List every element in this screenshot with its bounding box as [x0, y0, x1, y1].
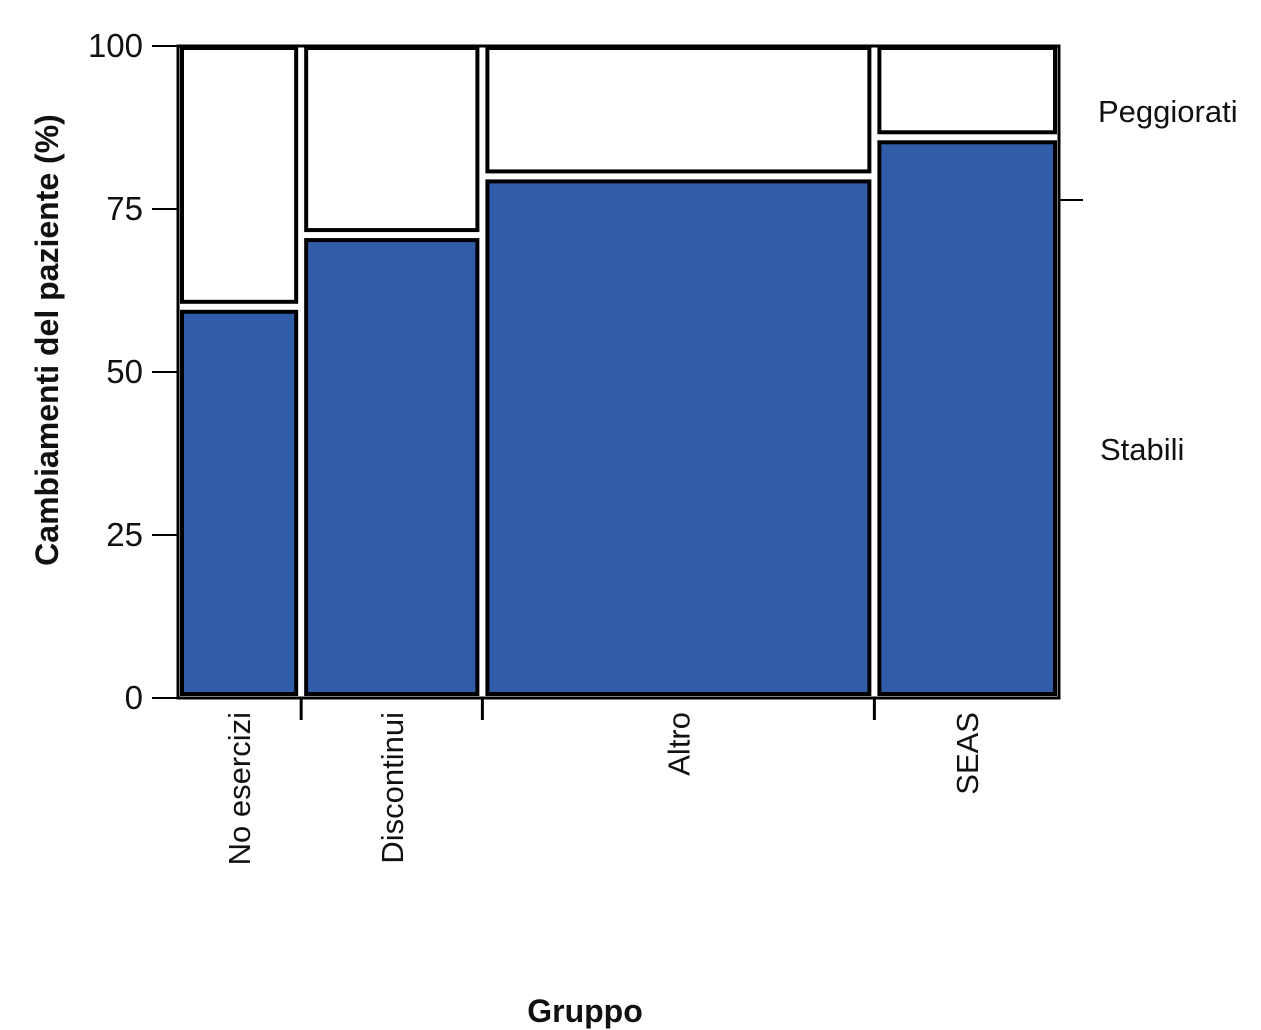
tile-peggiorati-discontinui: [304, 46, 480, 233]
y-axis: 0 25 50 75 100: [88, 27, 178, 716]
y-tick-label: 50: [106, 353, 143, 390]
y-tick-label: 100: [88, 27, 143, 64]
mosaic-tiles: [176, 44, 1061, 700]
tile-stabili-altro: [485, 179, 872, 696]
x-tick-label: No esercizi: [222, 712, 257, 865]
legend-label-peggiorati: Peggiorati: [1098, 94, 1238, 129]
x-axis-title: Gruppo: [527, 993, 643, 1029]
tile-stabili-seas: [877, 140, 1057, 696]
tile-stabili-no-esercizi: [180, 309, 299, 696]
y-axis-title: Cambiamenti del paziente (%): [29, 114, 65, 566]
x-tick-label: SEAS: [950, 712, 985, 795]
tile-peggiorati-seas: [877, 46, 1057, 135]
tile-stabili-discontinui: [304, 238, 480, 697]
legend-label-stabili: Stabili: [1100, 432, 1184, 467]
tile-peggiorati-altro: [485, 46, 872, 174]
x-tick-label: Altro: [661, 712, 696, 776]
y-tick-label: 0: [125, 679, 143, 716]
x-axis: No esercizi Discontinui Altro SEAS: [222, 698, 985, 865]
tile-peggiorati-no-esercizi: [180, 46, 299, 304]
y-tick-label: 75: [106, 190, 143, 227]
x-tick-label: Discontinui: [375, 712, 410, 864]
y-tick-label: 25: [106, 516, 143, 553]
